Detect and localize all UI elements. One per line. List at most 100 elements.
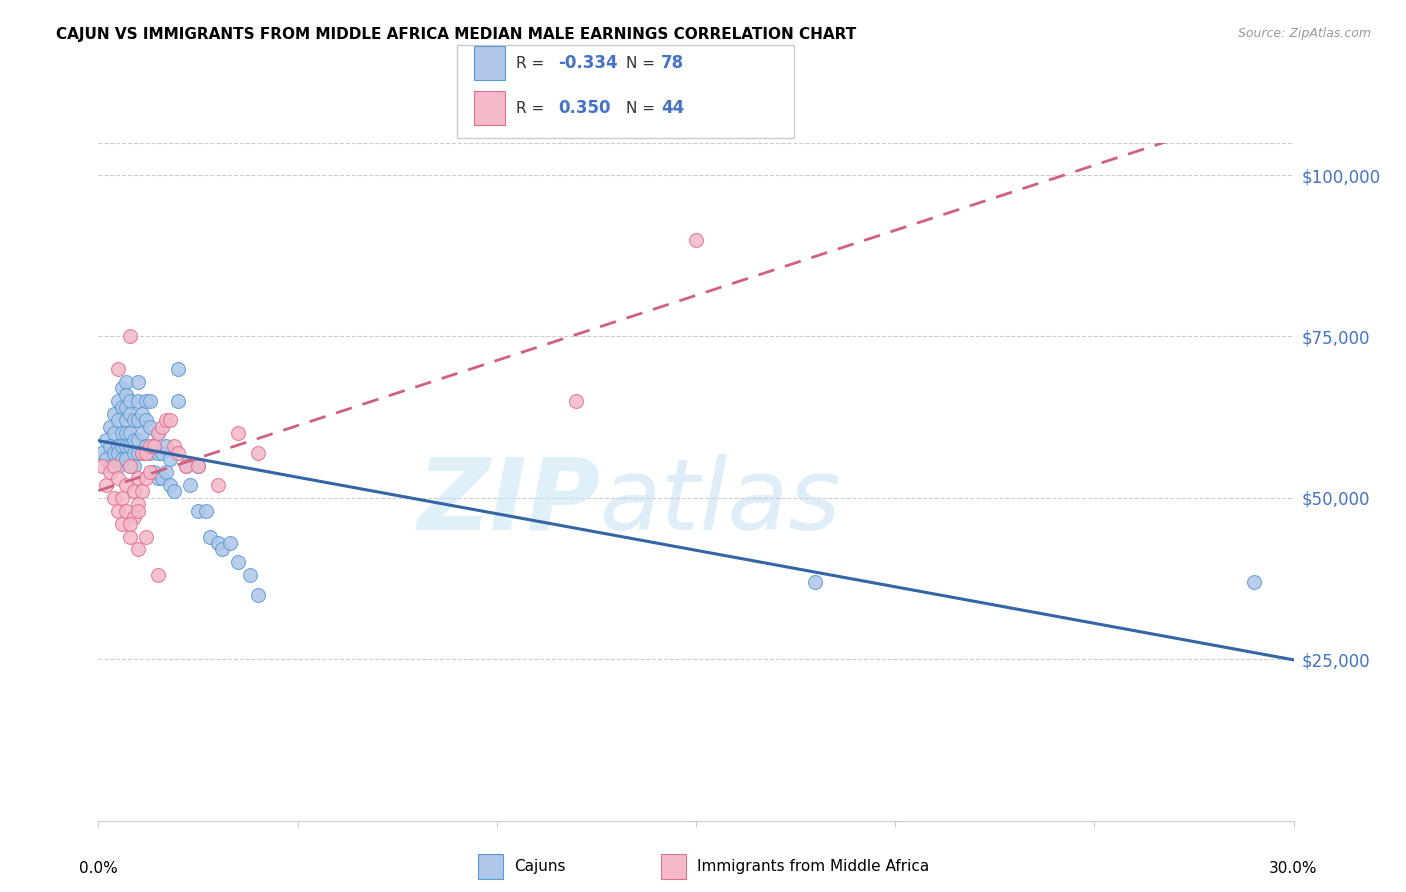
Text: CAJUN VS IMMIGRANTS FROM MIDDLE AFRICA MEDIAN MALE EARNINGS CORRELATION CHART: CAJUN VS IMMIGRANTS FROM MIDDLE AFRICA M… (56, 27, 856, 42)
Point (143, 439, 166, 453)
Point (103, 491, 125, 505)
Point (143, 439, 166, 453)
Text: R =: R = (516, 101, 554, 116)
Point (111, 452, 134, 467)
Point (111, 439, 134, 453)
Point (155, 439, 177, 453)
Point (239, 568, 262, 582)
Point (127, 375, 149, 389)
Point (139, 465, 162, 479)
Point (115, 413, 138, 427)
Point (115, 439, 138, 453)
Point (135, 439, 157, 453)
Point (115, 452, 138, 467)
Point (198, 530, 221, 544)
Point (91, 445, 114, 459)
Point (155, 413, 177, 427)
Text: 78: 78 (661, 54, 683, 72)
Point (111, 401, 134, 415)
Point (135, 413, 157, 427)
Point (115, 478, 138, 492)
Point (131, 484, 153, 499)
Point (159, 478, 181, 492)
Text: ZIP: ZIP (418, 453, 600, 550)
Point (207, 536, 229, 550)
Point (120, 458, 142, 473)
Point (120, 394, 142, 409)
Point (111, 516, 134, 531)
Point (120, 516, 142, 531)
Point (127, 471, 149, 485)
Point (163, 439, 186, 453)
Text: Immigrants from Middle Africa: Immigrants from Middle Africa (697, 859, 929, 873)
Point (143, 465, 166, 479)
Point (115, 504, 138, 518)
Point (96, 433, 118, 447)
Point (127, 445, 149, 459)
Point (115, 387, 138, 401)
Point (103, 426, 125, 441)
Point (120, 329, 142, 343)
Point (120, 458, 142, 473)
Text: atlas: atlas (600, 453, 842, 550)
Text: 44: 44 (661, 99, 685, 117)
Point (174, 458, 197, 473)
Point (159, 452, 181, 467)
Point (100, 419, 122, 434)
Point (167, 361, 190, 376)
Text: 0.350: 0.350 (558, 99, 610, 117)
Point (187, 458, 209, 473)
Point (107, 439, 129, 453)
Point (124, 445, 146, 459)
Point (207, 478, 229, 492)
Point (127, 394, 149, 409)
Point (107, 361, 129, 376)
Point (167, 394, 190, 409)
Point (150, 419, 173, 434)
Point (124, 433, 146, 447)
Point (127, 413, 149, 427)
Point (111, 381, 134, 395)
Text: N =: N = (626, 55, 659, 70)
Point (107, 458, 129, 473)
Point (124, 458, 146, 473)
Point (111, 426, 134, 441)
Point (226, 555, 249, 569)
Point (131, 407, 153, 421)
Point (103, 407, 125, 421)
Point (111, 491, 134, 505)
Point (174, 458, 197, 473)
Point (127, 497, 149, 511)
Point (91, 458, 114, 473)
Point (179, 478, 201, 492)
Text: 0.0%: 0.0% (79, 862, 118, 876)
Point (1243, 574, 1265, 589)
Point (211, 542, 233, 557)
Point (120, 426, 142, 441)
Point (115, 426, 138, 441)
Point (107, 445, 129, 459)
Point (135, 530, 157, 544)
Point (139, 439, 162, 453)
Point (103, 458, 125, 473)
Point (139, 445, 162, 459)
Point (120, 439, 142, 453)
Text: Cajuns: Cajuns (515, 859, 567, 873)
Point (148, 568, 170, 582)
Point (219, 536, 242, 550)
Text: 30.0%: 30.0% (1270, 862, 1317, 876)
Point (150, 471, 173, 485)
Point (107, 471, 129, 485)
Point (195, 504, 218, 518)
Point (120, 530, 142, 544)
Point (148, 471, 170, 485)
Point (148, 426, 170, 441)
Point (127, 433, 149, 447)
Point (96, 452, 118, 467)
Point (135, 471, 157, 485)
Point (124, 413, 146, 427)
Point (148, 445, 170, 459)
Point (226, 426, 249, 441)
Point (139, 394, 162, 409)
Point (246, 445, 269, 459)
